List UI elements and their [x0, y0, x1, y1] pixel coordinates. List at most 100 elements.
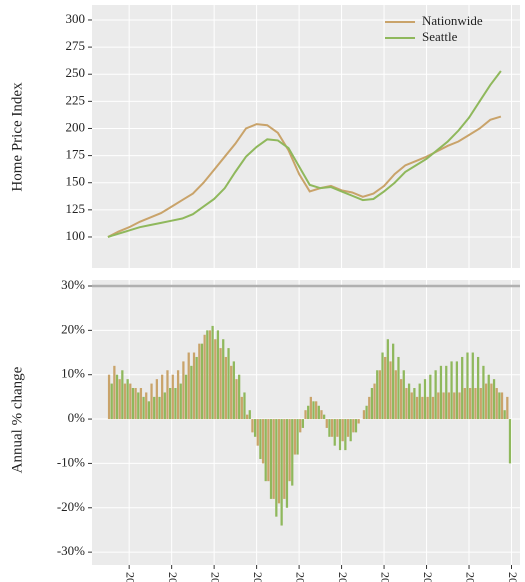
x-tick-label: 2011 — [336, 572, 350, 582]
bar — [307, 405, 310, 420]
bar — [251, 419, 254, 433]
bar — [158, 396, 161, 420]
bar — [330, 419, 334, 437]
bar — [381, 352, 384, 420]
bar — [238, 374, 241, 420]
bar — [115, 374, 119, 420]
bar — [376, 370, 379, 420]
x-tick-label: 2013 — [378, 572, 392, 582]
legend-label: Seattle — [422, 29, 458, 44]
bar — [155, 379, 158, 420]
bar — [349, 419, 352, 442]
bar — [469, 388, 472, 420]
bar — [272, 419, 275, 499]
line — [107, 70, 502, 238]
bar — [190, 365, 193, 420]
bar — [498, 392, 501, 420]
bar — [232, 361, 235, 420]
x-tick-label: 2017 — [463, 572, 477, 582]
bar — [453, 392, 456, 420]
bar — [474, 388, 477, 420]
bar — [397, 356, 400, 420]
bar — [322, 414, 326, 420]
bar — [392, 343, 395, 420]
bar — [235, 379, 238, 420]
bar — [357, 419, 360, 424]
bar — [418, 383, 421, 420]
y-tick-label: 10% — [61, 366, 85, 381]
y-axis-title: Home Price Index — [9, 82, 25, 192]
bar — [421, 396, 424, 420]
bar — [277, 419, 281, 504]
bar — [126, 379, 129, 420]
x-tick-label: 2019 — [506, 572, 520, 582]
bar — [107, 374, 111, 420]
y-tick-label: 200 — [66, 119, 86, 134]
bar — [230, 365, 233, 420]
bar — [198, 343, 201, 420]
y-tick-label: 175 — [66, 147, 86, 162]
bar — [123, 383, 127, 420]
bar — [450, 361, 453, 420]
bar — [203, 334, 206, 420]
y-tick-label: 225 — [66, 92, 86, 107]
bar — [410, 392, 413, 420]
bar — [137, 392, 140, 420]
bar — [484, 383, 488, 420]
y-tick-label: -10% — [57, 454, 85, 469]
y-tick-label: 100 — [66, 228, 86, 243]
bar — [253, 419, 257, 437]
bar — [176, 370, 180, 420]
bar — [471, 352, 474, 420]
bar — [208, 330, 212, 420]
bar — [301, 419, 305, 428]
bar — [222, 339, 225, 420]
bar — [174, 388, 177, 420]
bar — [423, 379, 427, 420]
bar — [378, 370, 382, 420]
y-tick-label: 250 — [66, 65, 86, 80]
bar — [482, 365, 485, 420]
bar — [431, 396, 435, 420]
bar — [506, 396, 509, 420]
bar — [118, 379, 121, 420]
bar — [259, 419, 262, 459]
bar — [492, 379, 496, 420]
panel-bottom — [92, 280, 520, 565]
bar — [309, 396, 312, 420]
bar — [206, 330, 209, 420]
bar — [264, 419, 267, 482]
bar — [161, 374, 164, 420]
bar — [325, 419, 328, 428]
bar — [211, 325, 214, 420]
bar — [142, 396, 145, 420]
y-tick-label: 20% — [61, 321, 85, 336]
bar — [131, 388, 135, 420]
bar — [373, 383, 376, 420]
bar — [336, 419, 339, 437]
bar — [399, 379, 403, 420]
bar — [280, 419, 283, 526]
bar — [129, 383, 132, 420]
bar — [121, 370, 124, 420]
y-tick-label: 150 — [66, 174, 86, 189]
panel-top — [92, 5, 520, 268]
bar — [405, 388, 408, 420]
y-tick-label: 125 — [66, 201, 86, 216]
bar — [224, 356, 228, 420]
x-tick-label: 2005 — [208, 572, 222, 582]
bar — [261, 419, 265, 464]
bar — [192, 352, 196, 420]
bar — [476, 356, 480, 420]
plot-layer: 100 125 150 175 200 225 250 275 300 NationwideSea… — [57, 5, 520, 582]
bar — [200, 343, 204, 420]
bar — [461, 356, 464, 420]
bar — [365, 405, 368, 420]
bar — [328, 419, 331, 437]
bar — [214, 339, 217, 420]
bar — [283, 419, 286, 499]
bar — [490, 383, 493, 420]
bar — [437, 392, 440, 420]
bar — [434, 370, 437, 420]
